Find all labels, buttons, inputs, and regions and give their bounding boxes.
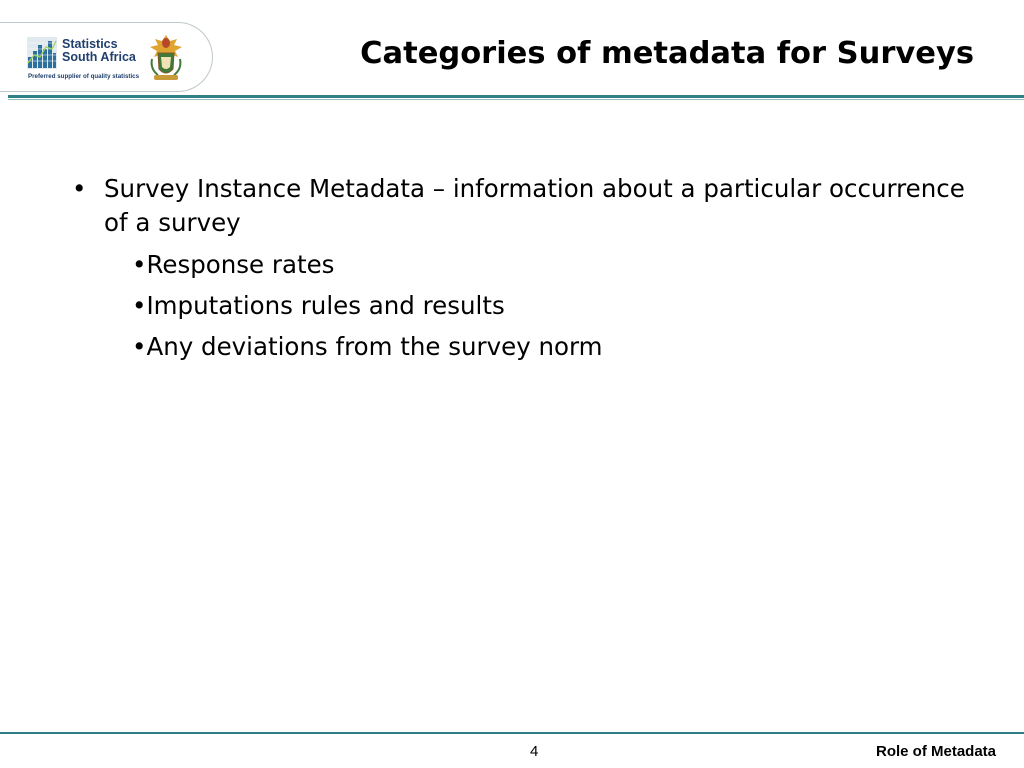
bullet-marker: • [72,174,87,203]
bullet-item: • Survey Instance Metadata – information… [72,172,972,240]
sub-bullet-item: •Response rates [132,250,335,279]
footer-divider [0,732,1024,734]
bullet-text: Survey Instance Metadata – information a… [104,174,965,237]
bar-grid-logo-icon [27,37,57,69]
sub-bullet-list: •Response rates •Imputations rules and r… [132,248,972,364]
slide-title: Categories of metadata for Surveys [360,36,974,71]
sub-bullet-item: •Imputations rules and results [132,291,505,320]
coat-of-arms-icon [150,35,182,80]
logo-brand-line2: South Africa [62,50,136,64]
footer-label: Role of Metadata [875,743,996,760]
header-divider [8,95,1024,98]
logo-brand-line1: Statistics [62,37,118,51]
sub-bullet-item: •Any deviations from the survey norm [132,332,603,361]
stats-sa-logo: Statistics South Africa Preferred suppli… [0,22,213,92]
logo-brand-name: Statistics South Africa [62,38,142,64]
logo-tagline: Preferred supplier of quality statistics [28,73,140,80]
page-number: 4 [530,743,539,760]
header-divider-thin [8,99,1024,100]
slide-content: • Survey Instance Metadata – information… [72,172,972,371]
